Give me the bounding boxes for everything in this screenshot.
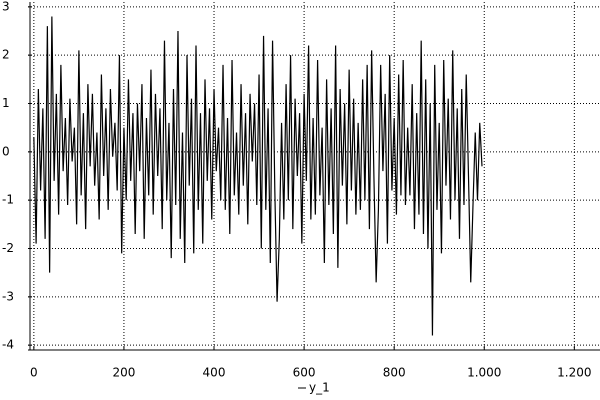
y-tick-label: -3 [2, 289, 14, 303]
legend-label: y_1 [309, 381, 330, 395]
x-tick-label: 200 [112, 366, 135, 380]
x-tick-label: 1.200 [557, 366, 591, 380]
y-tick-label: -2 [2, 241, 14, 255]
x-tick-label: 400 [203, 366, 226, 380]
x-tick-label: 0 [30, 366, 38, 380]
x-tick-label: 600 [293, 366, 316, 380]
y-tick-label: 3 [2, 0, 10, 13]
x-tick-label: 800 [383, 366, 406, 380]
y-tick-label: 1 [2, 96, 10, 110]
y-tick-label: -1 [2, 193, 14, 207]
y-tick-label: 2 [2, 48, 10, 62]
series-line [33, 16, 483, 336]
y-tick-label: -4 [2, 338, 14, 352]
y-tick-label: 0 [2, 144, 10, 158]
x-tick-label: 1.000 [467, 366, 501, 380]
